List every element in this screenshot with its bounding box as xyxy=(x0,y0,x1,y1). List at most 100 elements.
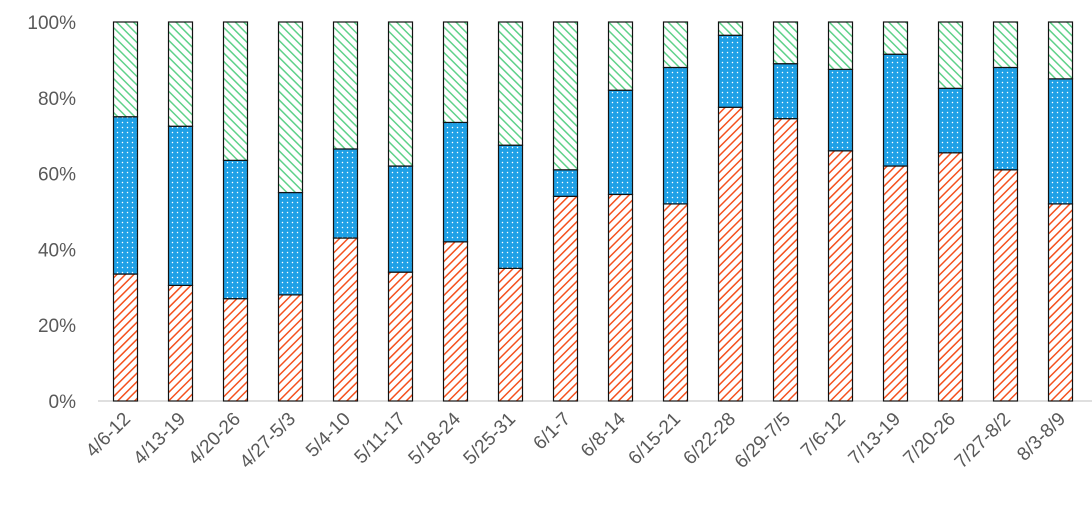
bar-segment-series-2 xyxy=(497,144,524,269)
bar-segment-series-1 xyxy=(717,106,744,402)
bar-stack xyxy=(772,21,799,402)
y-tick-label: 80% xyxy=(38,89,76,110)
bar-segment-series-3 xyxy=(497,21,524,146)
x-tick-label: 7/6-12 xyxy=(797,409,850,462)
bar-segment-series-1 xyxy=(662,203,689,402)
bar-stack xyxy=(167,21,194,402)
y-tick-label: 20% xyxy=(38,316,76,337)
bar-segment-series-3 xyxy=(882,21,909,55)
bar-stack xyxy=(442,21,469,402)
bar-segment-series-3 xyxy=(332,21,359,150)
bar-segment-series-2 xyxy=(1047,78,1074,205)
bar-segment-series-3 xyxy=(827,21,854,70)
bar-segment-series-2 xyxy=(552,169,579,197)
x-tick-label: 5/4-10 xyxy=(302,409,355,462)
bar-segment-series-2 xyxy=(662,66,689,205)
x-tick-label: 7/13-19 xyxy=(845,409,905,469)
bar-segment-series-3 xyxy=(992,21,1019,69)
bar-segment-series-1 xyxy=(992,169,1019,402)
bar-segment-series-3 xyxy=(277,21,304,194)
bar-segment-series-1 xyxy=(497,267,524,402)
bar-segment-series-3 xyxy=(937,21,964,89)
bar-segment-series-1 xyxy=(882,165,909,402)
bar-stack xyxy=(552,21,579,402)
x-tick-label: 4/6-12 xyxy=(82,409,135,462)
bar-segment-series-1 xyxy=(1047,203,1074,402)
x-axis: 4/6-124/13-194/20-264/27-5/3 5/4-105/11-1… xyxy=(82,408,1070,472)
x-tick-label: 6/29-7/5 xyxy=(731,409,795,473)
bar-segment-series-3 xyxy=(772,21,799,65)
x-tick-label: 6/1-7 xyxy=(530,409,575,454)
bar-segment-series-3 xyxy=(167,21,194,127)
bar-segment-series-2 xyxy=(992,66,1019,171)
bar-segment-series-3 xyxy=(717,21,744,36)
bar-stack xyxy=(497,21,524,402)
bar-segment-series-1 xyxy=(827,150,854,402)
bar-segment-series-1 xyxy=(277,294,304,402)
bar-segment-series-2 xyxy=(827,68,854,152)
y-tick-label: 60% xyxy=(38,165,76,186)
bar-segment-series-1 xyxy=(552,195,579,402)
y-tick-label: 0% xyxy=(49,392,77,413)
bar-stack xyxy=(112,21,139,402)
y-tick-label: 100% xyxy=(27,13,76,34)
x-tick-label: 7/27-8/2 xyxy=(951,409,1015,473)
bar-segment-series-1 xyxy=(222,298,249,402)
bar-segment-series-1 xyxy=(772,118,799,402)
x-tick-label: 6/22-28 xyxy=(680,409,740,469)
bar-segment-series-1 xyxy=(607,193,634,402)
bar-segment-series-2 xyxy=(882,53,909,167)
x-tick-label: 6/15-21 xyxy=(625,409,685,469)
bar-stack xyxy=(277,21,304,402)
bar-stack xyxy=(937,21,964,402)
bar-segment-series-3 xyxy=(222,21,249,161)
x-tick-label: 6/8-14 xyxy=(577,408,630,461)
bar-stack xyxy=(882,21,909,402)
bar-stack xyxy=(607,21,634,402)
bar-stack xyxy=(332,21,359,402)
bar-stack xyxy=(387,21,414,402)
plot-area xyxy=(98,21,1092,402)
bar-segment-series-3 xyxy=(442,21,469,124)
bar-segment-series-3 xyxy=(607,21,634,91)
y-tick-label: 40% xyxy=(38,240,76,261)
x-tick-label: 4/27-5/3 xyxy=(236,409,300,473)
bar-segment-series-2 xyxy=(222,159,249,300)
x-tick-label: 4/20-26 xyxy=(185,409,245,469)
bar-segment-series-3 xyxy=(662,21,689,69)
bar-segment-series-3 xyxy=(552,21,579,171)
bar-segment-series-1 xyxy=(442,241,469,402)
bar-stack xyxy=(992,21,1019,402)
x-tick-label: 5/18-24 xyxy=(405,408,466,469)
bar-segment-series-2 xyxy=(772,63,799,120)
bar-segment-series-1 xyxy=(167,284,194,402)
bar-stack xyxy=(662,21,689,402)
bar-segment-series-2 xyxy=(277,191,304,296)
x-tick-label: 5/25-31 xyxy=(460,409,520,469)
x-tick-label: 7/20-26 xyxy=(900,409,960,469)
bar-segment-series-2 xyxy=(607,89,634,196)
bar-segment-series-1 xyxy=(937,152,964,402)
x-tick-label: 4/13-19 xyxy=(130,409,190,469)
bar-segment-series-1 xyxy=(387,271,414,402)
bar-segment-series-2 xyxy=(112,116,139,275)
bar-segment-series-2 xyxy=(332,148,359,239)
bar-segment-series-1 xyxy=(332,237,359,402)
bar-segment-series-2 xyxy=(717,34,744,108)
bar-stack xyxy=(1047,21,1074,402)
y-axis: 0% 20% 40% 60% 80% 100% xyxy=(27,13,76,413)
bar-segment-series-3 xyxy=(112,21,139,118)
x-tick-label: 8/3-8/9 xyxy=(1013,409,1070,466)
bar-segment-series-1 xyxy=(112,273,139,402)
bar-segment-series-2 xyxy=(937,87,964,154)
bar-segment-series-2 xyxy=(167,125,194,287)
bar-stack xyxy=(222,21,249,402)
x-tick-label: 5/11-17 xyxy=(351,409,410,468)
bar-segment-series-3 xyxy=(1047,21,1074,80)
bar-segment-series-3 xyxy=(387,21,414,167)
bar-stack xyxy=(717,21,744,402)
bar-segment-series-2 xyxy=(442,121,469,243)
bar-stack xyxy=(827,21,854,402)
